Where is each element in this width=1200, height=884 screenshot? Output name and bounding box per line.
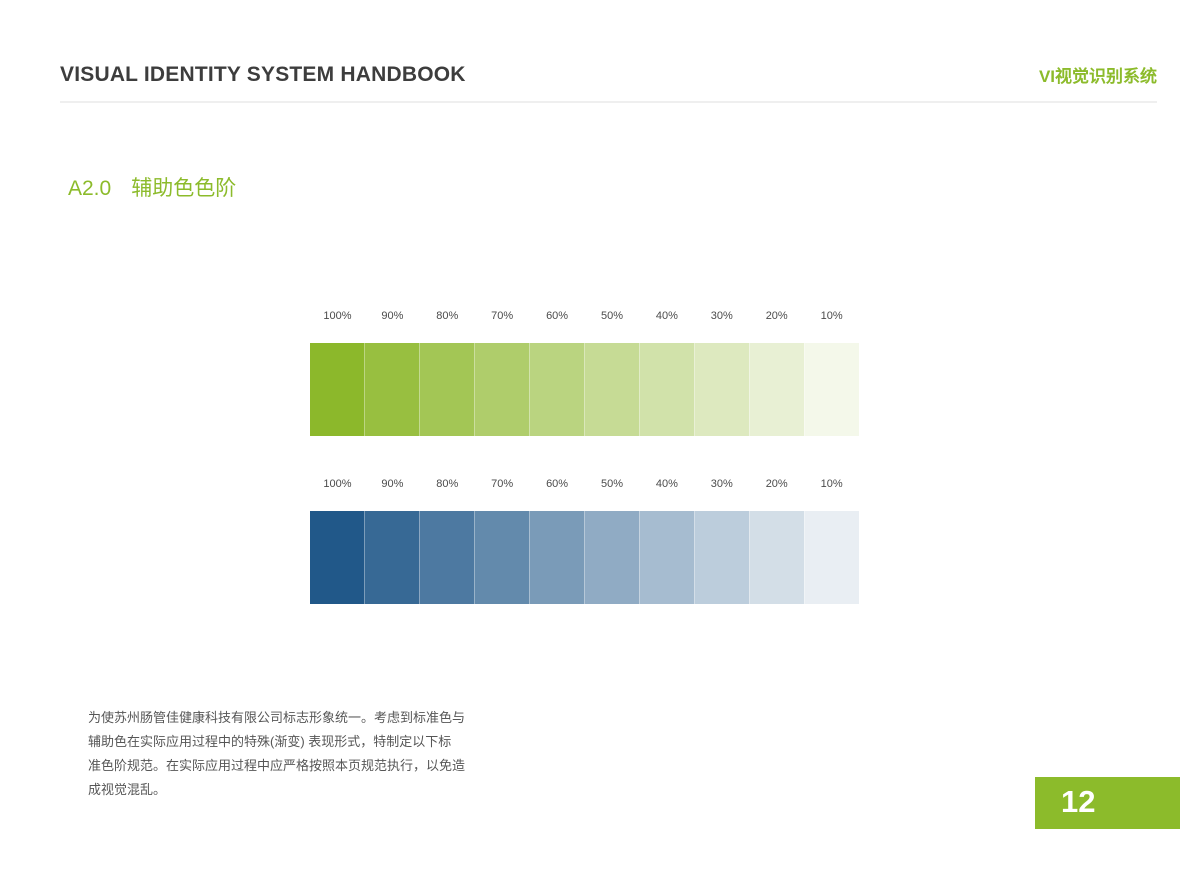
percent-label: 60% bbox=[546, 310, 569, 322]
page-number-box: 12 bbox=[1035, 777, 1180, 829]
percent-label: 90% bbox=[381, 310, 404, 322]
scale-segment bbox=[639, 343, 694, 436]
header: VISUAL IDENTITY SYSTEM HANDBOOK VI视觉识别系统 bbox=[60, 62, 1157, 87]
scale-segment bbox=[419, 343, 474, 436]
percent-label: 60% bbox=[546, 478, 569, 490]
handbook-title: VISUAL IDENTITY SYSTEM HANDBOOK bbox=[60, 63, 466, 86]
scale-segment bbox=[529, 343, 584, 436]
percent-label: 30% bbox=[710, 478, 733, 490]
color-scales: 100% 90% 80% 70% 60% 50% 40% 30% 20% 10% 100% 90% 80… bbox=[310, 310, 859, 604]
scale-segment bbox=[694, 511, 749, 604]
percent-label: 40% bbox=[655, 478, 678, 490]
percent-label: 70% bbox=[491, 478, 514, 490]
section-title: A2.0 辅助色色阶 bbox=[68, 172, 236, 202]
percent-label: 10% bbox=[820, 478, 843, 490]
color-bar bbox=[310, 343, 859, 436]
scale-segment bbox=[749, 511, 804, 604]
scale-segment bbox=[694, 343, 749, 436]
scale-segment bbox=[310, 511, 364, 604]
scale-green-auxiliary: 100% 90% 80% 70% 60% 50% 40% 30% 20% 10% bbox=[310, 310, 859, 436]
note-line: 成视觉混乱。 bbox=[88, 782, 167, 797]
note-text: 为使苏州肠管佳健康科技有限公司标志形象统一。考虑到标准色与 辅助色在实际应用过程中… bbox=[88, 706, 488, 802]
color-bar bbox=[310, 511, 859, 604]
note-line: 准色阶规范。在实际应用过程中应严格按照本页规范执行，以免造 bbox=[88, 758, 466, 773]
percent-label: 20% bbox=[765, 478, 788, 490]
header-divider bbox=[60, 101, 1157, 103]
vi-system-label: VI视觉识别系统 bbox=[1038, 67, 1157, 86]
percent-label: 90% bbox=[381, 478, 404, 490]
scale-segment bbox=[419, 511, 474, 604]
scale-segment bbox=[804, 343, 859, 436]
percent-label: 100% bbox=[323, 478, 352, 490]
scale-segment bbox=[804, 511, 859, 604]
percent-label: 80% bbox=[436, 310, 459, 322]
percent-label: 40% bbox=[655, 310, 678, 322]
note-line: 辅助色在实际应用过程中的特殊(渐变) 表现形式，特制定以下标 bbox=[88, 734, 452, 749]
scale-segment bbox=[474, 343, 529, 436]
percent-label: 50% bbox=[600, 478, 623, 490]
percent-label: 50% bbox=[600, 310, 623, 322]
percent-label: 100% bbox=[323, 310, 352, 322]
scale-segment bbox=[584, 511, 639, 604]
scale-segment bbox=[310, 343, 364, 436]
percent-label: 70% bbox=[491, 310, 514, 322]
page-number: 12 bbox=[1061, 784, 1096, 819]
percent-label: 30% bbox=[710, 310, 733, 322]
scale-segment bbox=[364, 343, 419, 436]
percent-label-row: 100% 90% 80% 70% 60% 50% 40% 30% 20% 10% bbox=[310, 478, 859, 492]
scale-segment bbox=[749, 343, 804, 436]
scale-segment bbox=[474, 511, 529, 604]
scale-segment bbox=[639, 511, 694, 604]
percent-label: 10% bbox=[820, 310, 843, 322]
scale-blue-auxiliary: 100% 90% 80% 70% 60% 50% 40% 30% 20% 10% bbox=[310, 478, 859, 604]
note-line: 为使苏州肠管佳健康科技有限公司标志形象统一。考虑到标准色与 bbox=[88, 710, 466, 725]
section-name: 辅助色色阶 bbox=[131, 177, 237, 200]
scale-segment bbox=[584, 343, 639, 436]
scale-segment bbox=[529, 511, 584, 604]
section-code: A2.0 bbox=[68, 177, 112, 200]
scale-segment bbox=[364, 511, 419, 604]
percent-label: 20% bbox=[765, 310, 788, 322]
percent-label: 80% bbox=[436, 478, 459, 490]
percent-label-row: 100% 90% 80% 70% 60% 50% 40% 30% 20% 10% bbox=[310, 310, 859, 324]
